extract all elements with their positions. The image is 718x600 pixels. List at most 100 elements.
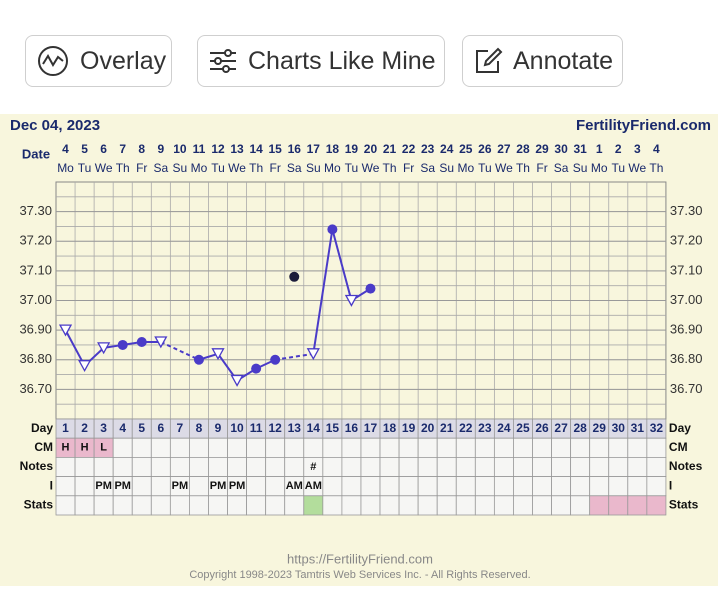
row-label: I <box>669 478 672 492</box>
y-tick-label: 37.10 <box>670 262 703 277</box>
day-number: 20 <box>421 421 435 435</box>
date-label: 5 <box>81 142 88 156</box>
weekday-label: Th <box>649 161 663 175</box>
cell <box>150 476 171 497</box>
cell <box>208 495 228 516</box>
day-number: 21 <box>440 421 454 435</box>
temperature-point <box>97 342 111 355</box>
cell <box>189 476 209 497</box>
day-number: 16 <box>345 421 359 435</box>
cell <box>513 476 533 497</box>
day-number: 10 <box>230 421 244 435</box>
cell <box>93 495 114 516</box>
day-number: 22 <box>459 421 473 435</box>
weekday-label: Fr <box>403 161 414 175</box>
row-entry: PM <box>210 480 227 492</box>
weekday-label: We <box>628 161 646 175</box>
cell <box>493 437 514 458</box>
day-number: 23 <box>478 421 492 435</box>
temperature-point <box>193 354 204 365</box>
cell <box>131 495 152 516</box>
temperature-line <box>331 229 353 301</box>
weekday-label: Mo <box>324 161 341 175</box>
cell <box>627 495 648 516</box>
temperature-point <box>154 336 168 349</box>
cell <box>551 476 572 497</box>
cell <box>208 456 228 477</box>
cell <box>493 456 514 477</box>
cell <box>570 476 591 497</box>
date-label: 30 <box>554 142 568 156</box>
cell <box>417 437 438 458</box>
cell <box>646 495 667 516</box>
date-label: 7 <box>119 142 126 156</box>
day-number: 24 <box>497 421 511 435</box>
annotate-button[interactable]: Annotate <box>462 35 623 87</box>
cell <box>131 476 152 497</box>
cell <box>589 456 610 477</box>
date-label: 4 <box>653 142 660 156</box>
cell <box>551 495 572 516</box>
cell <box>570 456 591 477</box>
cell <box>551 456 572 477</box>
weekday-label: Sa <box>153 161 168 175</box>
cell <box>474 476 495 497</box>
cell <box>417 476 438 497</box>
day-number: 5 <box>138 421 145 435</box>
y-tick-label: 36.90 <box>19 322 52 337</box>
cell <box>379 437 400 458</box>
cell <box>532 495 552 516</box>
weekday-label: Fr <box>536 161 547 175</box>
cell <box>227 437 247 458</box>
cell <box>150 437 171 458</box>
weekday-label: Th <box>383 161 397 175</box>
cell <box>341 456 362 477</box>
temperature-point <box>117 339 128 350</box>
weekday-label: We <box>362 161 380 175</box>
date-label: 23 <box>421 142 435 156</box>
date-label: 22 <box>402 142 416 156</box>
day-number: 17 <box>364 421 378 435</box>
weekday-label: Tu <box>345 161 359 175</box>
day-number: 32 <box>650 421 664 435</box>
cell <box>341 476 362 497</box>
cell <box>398 456 419 477</box>
day-number: 4 <box>119 421 126 435</box>
weekday-label: Tu <box>78 161 92 175</box>
cell <box>646 456 667 477</box>
charts-like-mine-button[interactable]: Charts Like Mine <box>197 35 445 87</box>
row-entry: PM <box>114 480 131 492</box>
day-number: 11 <box>250 421 263 435</box>
cell <box>322 456 343 477</box>
y-tick-label: 36.80 <box>670 351 703 366</box>
row-entry: PM <box>229 480 246 492</box>
cell <box>493 476 514 497</box>
weekday-label: Su <box>306 161 321 175</box>
cell <box>360 456 381 477</box>
sliders-icon <box>210 49 236 73</box>
cell <box>169 456 190 477</box>
cell <box>189 456 209 477</box>
date-label: 4 <box>62 142 69 156</box>
day-number: 28 <box>573 421 587 435</box>
temperature-point <box>365 283 376 294</box>
cell <box>284 456 305 477</box>
temperature-point <box>344 294 359 307</box>
cell <box>112 495 133 516</box>
day-number: 13 <box>288 421 302 435</box>
day-number: 12 <box>269 421 283 435</box>
overlay-icon <box>38 46 68 76</box>
weekday-label: We <box>495 161 513 175</box>
cell <box>208 437 228 458</box>
cell <box>189 437 209 458</box>
overlay-button[interactable]: Overlay <box>25 35 172 87</box>
date-label: 27 <box>497 142 511 156</box>
cell <box>627 476 648 497</box>
cell <box>55 456 76 477</box>
y-tick-label: 37.00 <box>19 292 52 307</box>
temperature-line <box>312 229 334 354</box>
cell <box>589 437 610 458</box>
date-label: 25 <box>459 142 473 156</box>
cell <box>589 476 610 497</box>
row-label: CM <box>669 440 688 454</box>
